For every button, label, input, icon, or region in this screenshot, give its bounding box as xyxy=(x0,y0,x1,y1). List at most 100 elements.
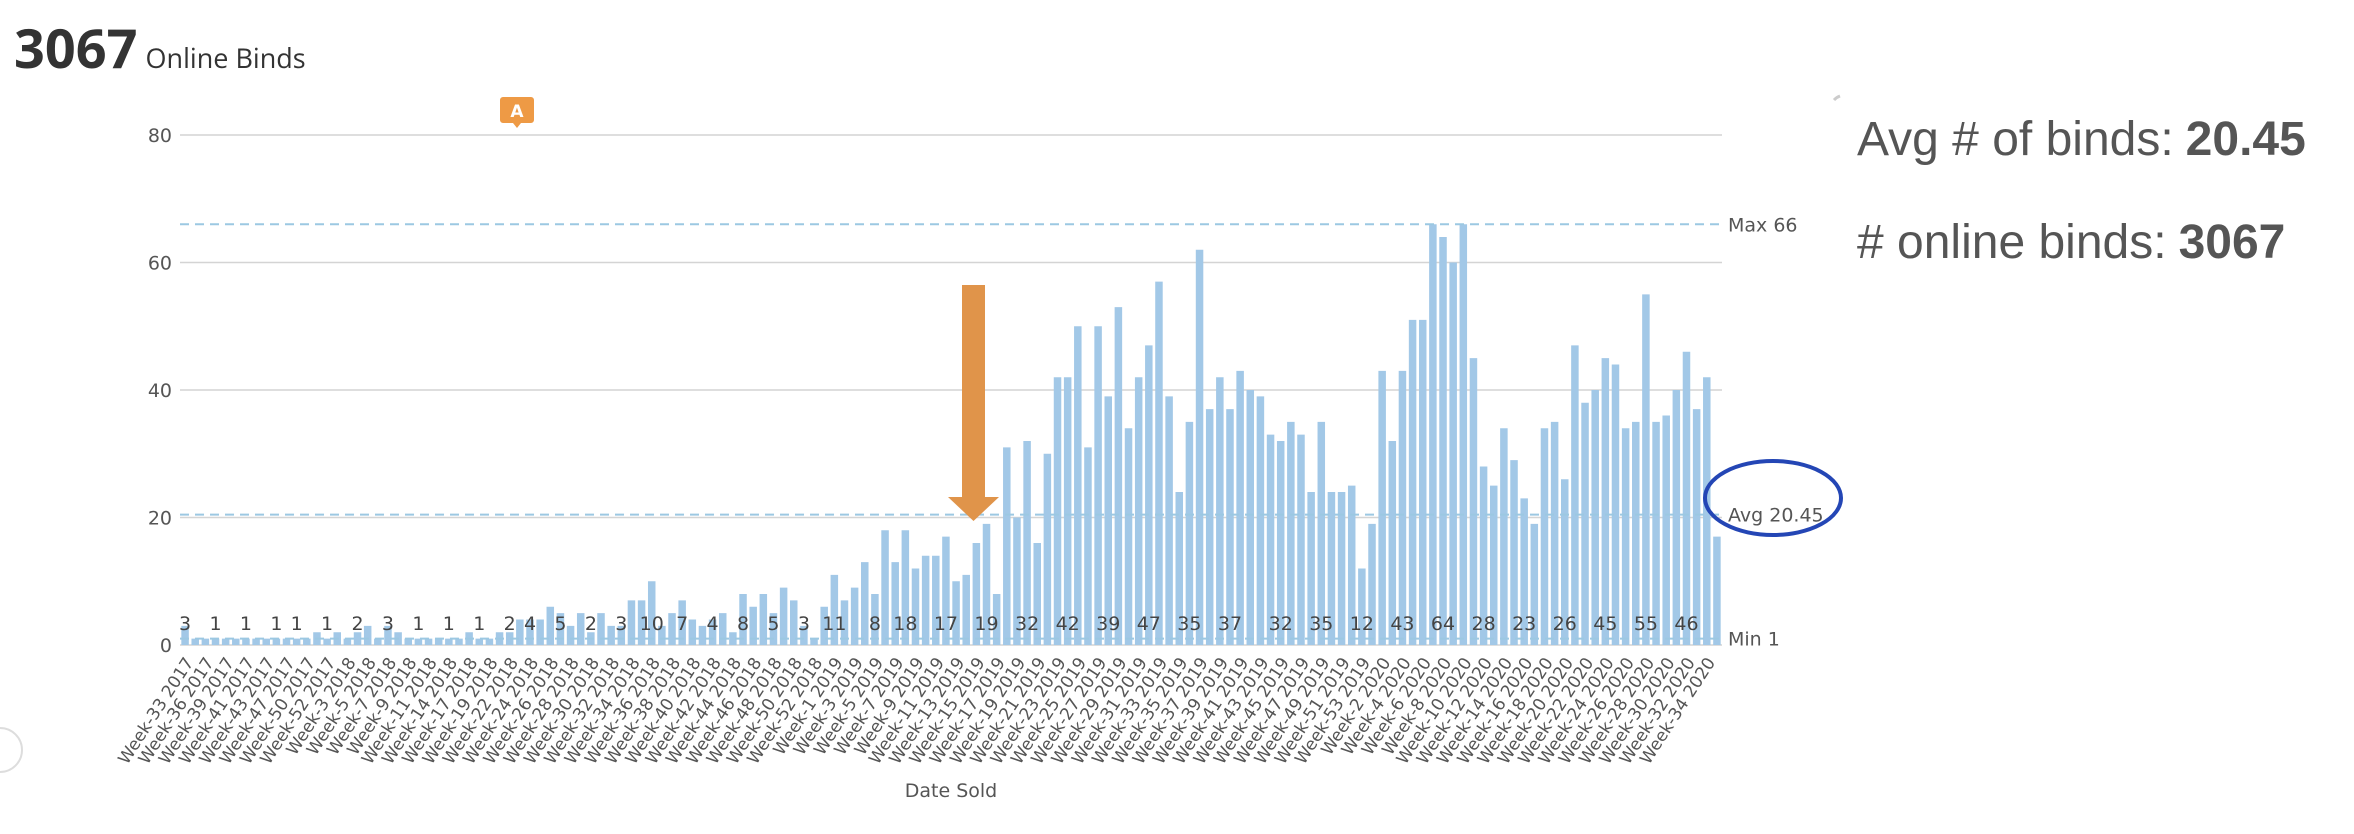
bar xyxy=(536,619,544,645)
data-label: 19 xyxy=(974,613,998,635)
data-label: 43 xyxy=(1390,613,1414,635)
bar xyxy=(1408,319,1417,645)
bar xyxy=(1418,319,1427,645)
bar xyxy=(1195,249,1204,645)
bar xyxy=(952,581,960,645)
bar xyxy=(1358,568,1366,645)
data-label: 23 xyxy=(1512,613,1536,635)
data-label: 1 xyxy=(321,613,333,635)
bar xyxy=(1561,479,1569,645)
bar xyxy=(1682,351,1691,645)
bar xyxy=(1530,523,1539,645)
bar xyxy=(597,613,605,645)
summary-label: Avg # of binds: xyxy=(1857,113,2174,166)
bar xyxy=(191,638,199,645)
y-tick-label: 60 xyxy=(148,253,172,275)
data-label: 26 xyxy=(1553,613,1577,635)
bar xyxy=(1459,224,1468,645)
bar xyxy=(1601,358,1610,645)
bar xyxy=(546,606,555,645)
reference-label: Avg 20.45 xyxy=(1728,505,1824,527)
bar xyxy=(769,613,778,645)
bar xyxy=(1134,377,1143,645)
data-label: 11 xyxy=(822,613,846,635)
bar xyxy=(1226,409,1234,645)
bar xyxy=(881,530,889,645)
bar xyxy=(303,638,311,645)
bar xyxy=(232,638,240,645)
bar xyxy=(627,600,636,645)
bar xyxy=(1672,390,1681,645)
data-label: 1 xyxy=(291,613,303,635)
bar xyxy=(1692,409,1701,645)
bar xyxy=(637,600,646,645)
summary-label: # online binds: xyxy=(1857,216,2167,269)
bar xyxy=(729,632,737,645)
summary-value: 20.45 xyxy=(2185,113,2306,166)
data-label: 8 xyxy=(869,613,881,635)
bar xyxy=(1205,409,1214,645)
y-tick-label: 80 xyxy=(148,125,172,147)
bar xyxy=(1642,294,1650,645)
data-label: 37 xyxy=(1218,613,1242,635)
bar xyxy=(272,638,281,645)
data-label: 12 xyxy=(1350,613,1374,635)
bar xyxy=(1155,281,1163,645)
bar xyxy=(1104,396,1112,645)
bar xyxy=(424,638,433,645)
bar xyxy=(1094,326,1102,645)
bar xyxy=(1550,421,1559,645)
bar xyxy=(292,638,301,645)
bar xyxy=(1520,498,1528,645)
bar xyxy=(1084,447,1092,645)
data-label: 28 xyxy=(1472,613,1496,635)
bar xyxy=(1611,364,1620,645)
data-label: 7 xyxy=(676,613,688,635)
bar xyxy=(1256,396,1265,645)
bar xyxy=(830,574,839,645)
bar xyxy=(1266,434,1275,645)
bar xyxy=(1398,370,1407,645)
bar xyxy=(921,555,930,645)
summary-value: 3067 xyxy=(2178,216,2286,269)
bar xyxy=(749,606,757,645)
data-label: 47 xyxy=(1137,613,1161,635)
bar xyxy=(323,638,331,645)
data-label: 3 xyxy=(382,613,394,635)
bar xyxy=(658,625,666,645)
bar xyxy=(1043,453,1052,645)
bar xyxy=(1703,377,1711,645)
bar xyxy=(932,555,940,645)
bar xyxy=(759,594,768,645)
bar xyxy=(576,613,585,645)
data-label: 1 xyxy=(270,613,282,635)
summary-panel: Avg # of binds: 20.45 # online binds: 3067 xyxy=(1857,112,2306,318)
bar xyxy=(647,581,656,645)
bar xyxy=(353,632,362,645)
bar xyxy=(1429,224,1437,645)
x-axis-title: Date Sold xyxy=(905,780,997,802)
bar xyxy=(516,619,524,645)
bar xyxy=(1246,390,1255,645)
bar xyxy=(617,625,626,645)
data-label: 35 xyxy=(1309,613,1333,635)
data-label: 32 xyxy=(1015,613,1039,635)
y-tick-label: 40 xyxy=(148,380,172,402)
data-label: 32 xyxy=(1269,613,1293,635)
bar xyxy=(1388,441,1397,645)
bar xyxy=(526,619,534,645)
bar xyxy=(1713,536,1721,645)
bar xyxy=(850,587,859,645)
data-label: 5 xyxy=(554,613,566,635)
data-label: 18 xyxy=(893,613,917,635)
side-handle xyxy=(0,727,23,773)
bar xyxy=(1063,377,1072,645)
annotation-marker: A xyxy=(500,97,534,128)
bar xyxy=(1500,428,1508,645)
bar xyxy=(840,600,849,645)
data-label: 1 xyxy=(473,613,485,635)
bar xyxy=(1337,492,1346,645)
bar xyxy=(252,638,260,645)
bar xyxy=(911,568,920,645)
